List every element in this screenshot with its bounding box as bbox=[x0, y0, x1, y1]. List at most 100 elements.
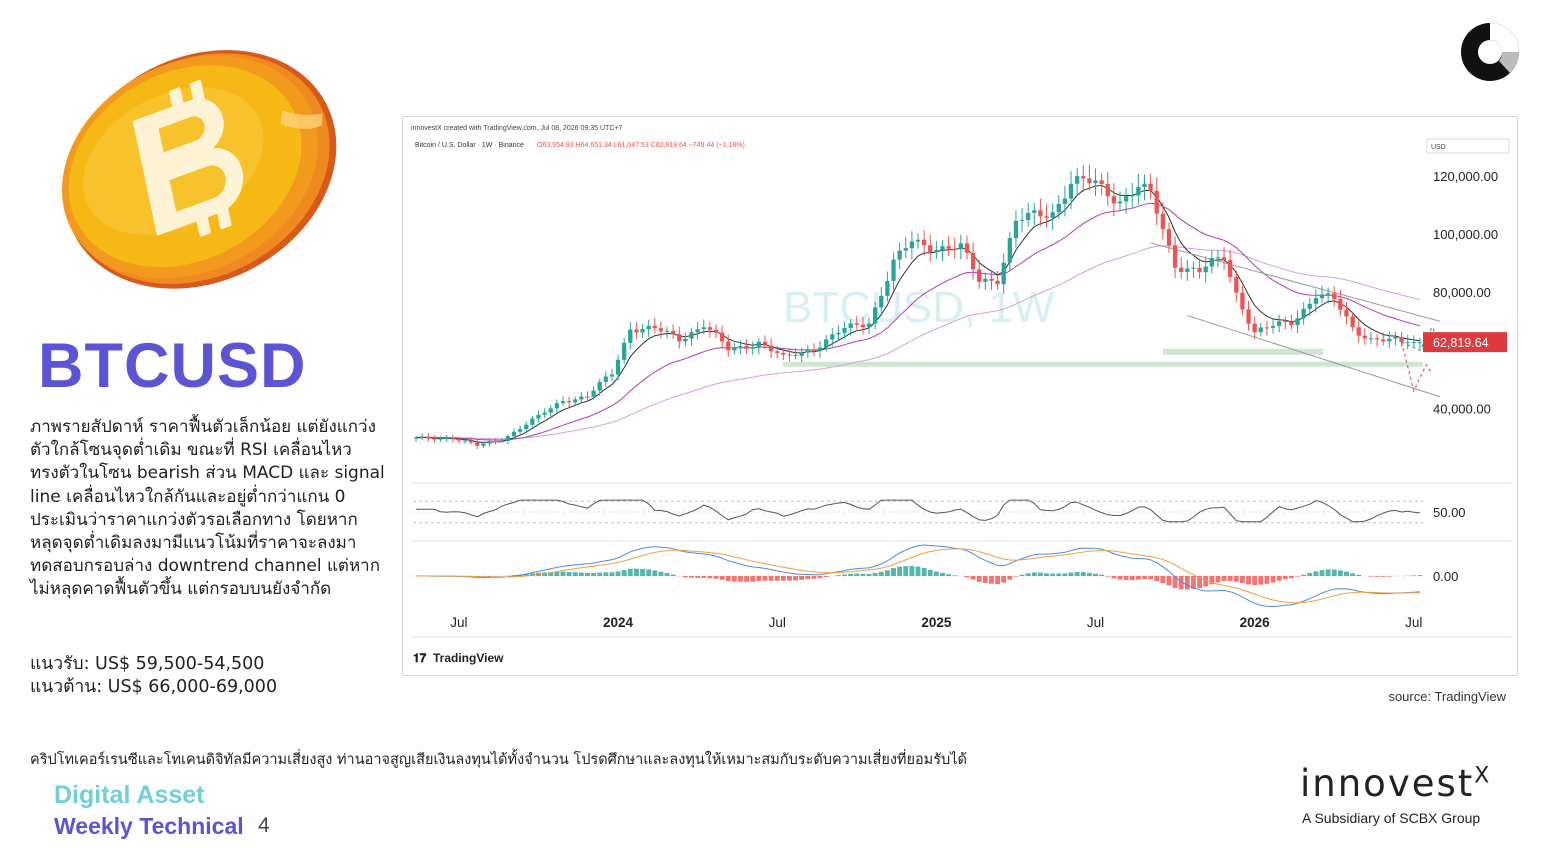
macd-histogram-bar bbox=[1337, 570, 1343, 576]
macd-histogram-bar bbox=[817, 576, 823, 579]
candle bbox=[646, 325, 651, 330]
candle bbox=[628, 329, 633, 343]
macd-histogram-bar bbox=[884, 570, 890, 576]
macd-histogram-bar bbox=[1007, 576, 1013, 580]
tradingview-brand: TradingView bbox=[433, 651, 504, 665]
macd-histogram-bar bbox=[523, 574, 529, 576]
macd-histogram-bar bbox=[793, 576, 799, 581]
macd-histogram-bar bbox=[970, 576, 976, 580]
ma-mid-line bbox=[416, 202, 1421, 441]
macd-histogram-bar bbox=[927, 569, 933, 576]
candle bbox=[652, 325, 657, 329]
candle bbox=[1142, 183, 1147, 187]
candle bbox=[713, 329, 719, 333]
macd-histogram-bar bbox=[652, 570, 658, 576]
macd-histogram-bar bbox=[1350, 573, 1356, 576]
candle bbox=[1007, 238, 1012, 263]
innovestx-logo: innovestX A Subsidiary of SCBX Group bbox=[1298, 762, 1520, 832]
candle bbox=[1344, 309, 1349, 317]
candle bbox=[536, 414, 541, 419]
macd-tick-label: 0.00 bbox=[1433, 569, 1458, 584]
macd-histogram-bar bbox=[835, 575, 841, 576]
macd-histogram-bar bbox=[1025, 573, 1031, 576]
macd-histogram-bar bbox=[633, 568, 639, 576]
macd-histogram-bar bbox=[1307, 572, 1313, 576]
candle bbox=[1081, 176, 1086, 179]
candle bbox=[683, 338, 688, 342]
macd-histogram-bar bbox=[646, 569, 652, 576]
candle bbox=[707, 327, 713, 330]
macd-histogram-bar bbox=[640, 568, 645, 576]
macd-histogram-bar bbox=[689, 576, 694, 578]
macd-histogram-bar bbox=[1166, 576, 1172, 586]
candle bbox=[1240, 292, 1245, 310]
resistance-level: แนวต้าน: US$ 66,000-69,000 bbox=[30, 677, 278, 697]
candle bbox=[970, 252, 976, 270]
macd-histogram-bar bbox=[1209, 576, 1215, 585]
candle bbox=[750, 347, 755, 349]
macd-histogram-bar bbox=[1227, 576, 1233, 581]
support-level: แนวรับ: US$ 59,500-54,500 bbox=[30, 654, 265, 674]
candle bbox=[560, 401, 566, 404]
candle bbox=[1362, 335, 1367, 339]
candle bbox=[762, 341, 768, 346]
macd-histogram-bar bbox=[585, 572, 590, 576]
macd-histogram-bar bbox=[695, 576, 701, 578]
macd-histogram-bar bbox=[976, 576, 982, 582]
macd-histogram-bar bbox=[799, 576, 805, 580]
candle bbox=[475, 442, 480, 446]
macd-histogram-bar bbox=[548, 572, 554, 576]
candle bbox=[915, 239, 921, 242]
page-number: 4 bbox=[258, 814, 270, 837]
macd-histogram-bar bbox=[1356, 574, 1362, 576]
candle bbox=[1221, 257, 1227, 261]
candle bbox=[542, 412, 547, 415]
macd-histogram-bar bbox=[1252, 576, 1258, 586]
candle bbox=[768, 345, 774, 352]
candle bbox=[615, 359, 621, 375]
macd-histogram-bar bbox=[1374, 576, 1380, 577]
page-title: BTCUSD bbox=[38, 331, 307, 401]
risk-disclaimer: คริปโทเคอร์เรนซีและโทเคนดิจิทัลมีความเสี… bbox=[30, 752, 967, 768]
candle bbox=[444, 438, 449, 440]
macd-histogram-bar bbox=[860, 573, 866, 576]
macd-histogram-bar bbox=[670, 574, 676, 576]
macd-histogram-bar bbox=[1031, 572, 1037, 576]
candle bbox=[597, 381, 602, 391]
candle bbox=[842, 327, 847, 333]
x-tick-label: Jul bbox=[1405, 615, 1422, 630]
candle bbox=[891, 259, 896, 281]
chart-header: innovestX created with TradingView.com, … bbox=[411, 125, 622, 132]
candle bbox=[579, 396, 584, 400]
candle bbox=[1032, 210, 1037, 213]
macd-histogram-bar bbox=[560, 571, 566, 576]
candle bbox=[695, 329, 700, 333]
macd-histogram-bar bbox=[1050, 573, 1056, 576]
macd-histogram-bar bbox=[1099, 574, 1105, 576]
candle bbox=[732, 347, 737, 351]
candle bbox=[493, 441, 498, 443]
macd-histogram-bar bbox=[1184, 576, 1190, 590]
macd-histogram-bar bbox=[1178, 576, 1184, 590]
candle bbox=[989, 278, 994, 281]
candle bbox=[934, 249, 939, 253]
candle bbox=[1399, 337, 1404, 343]
candle bbox=[1117, 201, 1123, 204]
macd-histogram-bar bbox=[1276, 576, 1282, 581]
candle bbox=[817, 347, 823, 352]
candle bbox=[658, 328, 664, 332]
macd-histogram-bar bbox=[823, 576, 829, 578]
candle bbox=[946, 246, 951, 249]
macd-histogram-bar bbox=[487, 576, 492, 577]
macd-histogram-bar bbox=[872, 572, 878, 576]
y-tick-label: 80,000.00 bbox=[1433, 285, 1491, 300]
macd-histogram-bar bbox=[903, 566, 909, 576]
candle bbox=[505, 436, 511, 441]
candle bbox=[554, 403, 559, 409]
x-tick-label: Jul bbox=[450, 615, 467, 630]
macd-histogram-bar bbox=[964, 576, 970, 578]
footer-subtitle: Weekly Technical bbox=[54, 813, 244, 839]
macd-histogram-bar bbox=[1197, 576, 1203, 589]
candle bbox=[664, 330, 670, 332]
candle bbox=[1050, 212, 1055, 218]
